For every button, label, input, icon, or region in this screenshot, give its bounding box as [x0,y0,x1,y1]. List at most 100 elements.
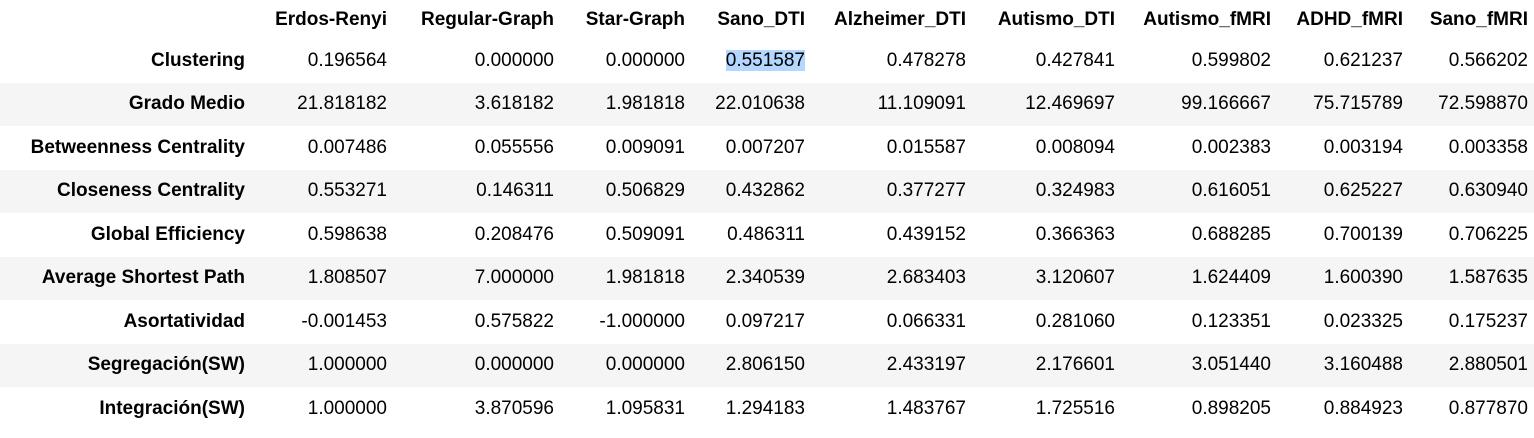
table-cell[interactable]: 1.294183 [725,397,805,419]
table-cell[interactable]: 0.630940 [1448,180,1528,202]
table-cell[interactable]: 1.981818 [605,93,685,115]
table-cell[interactable]: 11.109091 [877,93,966,115]
table-cell[interactable]: 0.553271 [307,180,387,202]
table-cell[interactable]: 0.007207 [725,136,805,158]
table-cell[interactable]: 1.981818 [605,267,685,289]
column-header: Star-Graph [585,8,685,30]
row-label: Betweenness Centrality [30,136,245,158]
table-cell[interactable]: 2.433197 [886,354,966,376]
table-cell[interactable]: 0.281060 [1035,310,1115,332]
table-cell[interactable]: 75.715789 [1313,93,1403,115]
table-cell[interactable]: 0.196564 [307,49,387,71]
table-cell[interactable]: 0.884923 [1323,397,1403,419]
table-cell[interactable]: 0.366363 [1035,223,1115,245]
table-cell[interactable]: 2.806150 [725,354,805,376]
table-cell[interactable]: 0.377277 [886,180,966,202]
table-cell[interactable]: 0.616051 [1191,180,1271,202]
table-cell[interactable]: 0.002383 [1191,136,1271,158]
table-cell[interactable]: 0.625227 [1323,180,1403,202]
table-cell[interactable]: 3.160488 [1323,354,1403,376]
table-cell[interactable]: 0.008094 [1035,136,1115,158]
table-cell-selected[interactable]: 0.551587 [691,39,811,83]
table-cell[interactable]: -1.000000 [599,310,685,332]
table-cell[interactable]: 0.000000 [474,49,554,71]
table-cell[interactable]: 2.880501 [1448,354,1528,376]
table-cell[interactable]: 7.000000 [474,267,554,289]
row-label: Grado Medio [128,93,245,115]
table-cell[interactable]: 0.898205 [1191,397,1271,419]
table-cell[interactable]: 0.700139 [1323,223,1403,245]
column-header: ADHD_fMRI [1296,8,1403,30]
selected-text[interactable]: 0.551587 [725,49,805,71]
column-header: Alzheimer_DTI [834,8,966,30]
table-row: Integración(SW) 1.000000 3.870596 1.0958… [0,387,1534,431]
table-cell[interactable]: 99.166667 [1181,93,1271,115]
table-cell[interactable]: 3.120607 [1035,267,1115,289]
table-cell[interactable]: 3.051440 [1191,354,1271,376]
table-cell[interactable]: 0.123351 [1191,310,1271,332]
table-cell[interactable]: 0.208476 [474,223,554,245]
table-cell[interactable]: 0.566202 [1448,49,1528,71]
table-cell[interactable]: 0.007486 [307,136,387,158]
table-cell[interactable]: 0.146311 [476,180,554,202]
table-cell[interactable]: 0.439152 [886,223,966,245]
table-cell[interactable]: 0.023325 [1323,310,1403,332]
table-cell[interactable]: 0.097217 [725,310,805,332]
table-cell[interactable]: 2.176601 [1035,354,1115,376]
table-cell[interactable]: 1.808507 [307,267,387,289]
table-cell[interactable]: 0.000000 [605,354,685,376]
index-header-cell [0,0,255,39]
table-cell[interactable]: 0.055556 [474,136,554,158]
row-label: Global Efficiency [90,223,245,245]
table-row: Global Efficiency 0.598638 0.208476 0.50… [0,213,1534,257]
table-cell[interactable]: 0.324983 [1035,180,1115,202]
table-cell[interactable]: 1.000000 [307,397,387,419]
table-header: Erdos-Renyi Regular-Graph Star-Graph San… [0,0,1534,39]
table-cell[interactable]: 1.000000 [307,354,387,376]
table-row: Segregación(SW) 1.000000 0.000000 0.0000… [0,343,1534,387]
table-cell[interactable]: 3.618182 [474,93,554,115]
column-header: Sano_fMRI [1429,8,1528,30]
row-label: Asortatividad [123,310,245,332]
table-cell[interactable]: 0.877870 [1448,397,1528,419]
table-cell[interactable]: 2.683403 [886,267,966,289]
table-cell[interactable]: 1.095831 [605,397,685,419]
table-cell[interactable]: 1.624409 [1191,267,1271,289]
table-cell[interactable]: -0.001453 [301,310,387,332]
column-header: Erdos-Renyi [275,8,387,30]
table-cell[interactable]: 0.000000 [605,49,685,71]
table-cell[interactable]: 0.509091 [605,223,685,245]
table-cell[interactable]: 0.003194 [1323,136,1403,158]
table-cell[interactable]: 0.478278 [886,49,966,71]
table-cell[interactable]: 1.483767 [886,397,966,419]
table-cell[interactable]: 0.009091 [605,136,685,158]
table-cell[interactable]: 0.003358 [1448,136,1528,158]
header-row: Erdos-Renyi Regular-Graph Star-Graph San… [0,0,1534,39]
table-cell[interactable]: 0.598638 [307,223,387,245]
table-body: Clustering 0.196564 0.000000 0.000000 0.… [0,39,1534,431]
table-cell[interactable]: 3.870596 [474,397,554,419]
table-cell[interactable]: 0.621237 [1323,49,1403,71]
table-cell[interactable]: 0.486311 [727,223,805,245]
table-cell[interactable]: 0.506829 [605,180,685,202]
table-cell[interactable]: 1.725516 [1035,397,1115,419]
table-cell[interactable]: 12.469697 [1025,93,1115,115]
table-cell[interactable]: 2.340539 [725,267,805,289]
table-cell[interactable]: 1.600390 [1323,267,1403,289]
table-cell[interactable]: 0.015587 [886,136,966,158]
table-cell[interactable]: 21.818182 [297,93,387,115]
table-cell[interactable]: 0.000000 [474,354,554,376]
column-header: Autismo_DTI [997,8,1115,30]
table-cell[interactable]: 72.598870 [1438,93,1528,115]
table-cell[interactable]: 0.706225 [1448,223,1528,245]
table-cell[interactable]: 0.599802 [1191,49,1271,71]
table-cell[interactable]: 0.575822 [474,310,554,332]
table-cell[interactable]: 22.010638 [715,93,805,115]
table-cell[interactable]: 0.427841 [1035,49,1115,71]
table-cell[interactable]: 0.066331 [886,310,966,332]
table-cell[interactable]: 0.175237 [1448,310,1528,332]
column-header: Autismo_fMRI [1143,8,1271,30]
table-cell[interactable]: 0.432862 [725,180,805,202]
table-cell[interactable]: 1.587635 [1448,267,1528,289]
table-cell[interactable]: 0.688285 [1191,223,1271,245]
